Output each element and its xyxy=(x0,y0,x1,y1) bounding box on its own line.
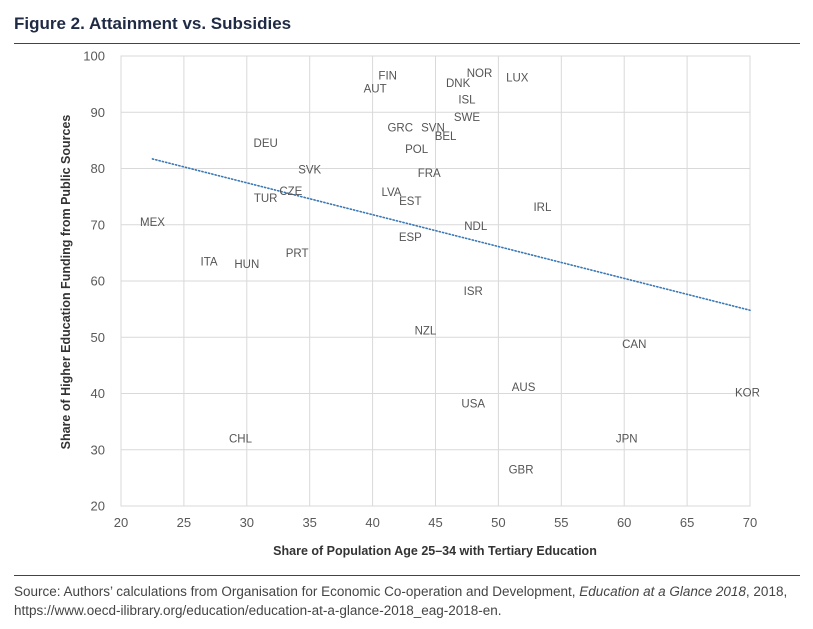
top-rule xyxy=(14,43,800,44)
y-tick-label: 60 xyxy=(91,274,105,289)
point-label-isr: ISR xyxy=(464,286,483,298)
x-tick-label: 25 xyxy=(177,515,191,530)
point-label-lux: LUX xyxy=(506,72,529,84)
point-label-ndl: NDL xyxy=(464,221,488,233)
point-label-fra: FRA xyxy=(418,168,441,180)
x-tick-label: 70 xyxy=(743,515,757,530)
grid-lines xyxy=(120,55,751,507)
point-label-grc: GRC xyxy=(387,122,413,134)
point-label-gbr: GBR xyxy=(509,464,534,476)
x-tick-label: 45 xyxy=(428,515,442,530)
x-tick-label: 30 xyxy=(240,515,254,530)
trendline-layer xyxy=(151,158,751,312)
point-label-isl: ISL xyxy=(458,94,476,106)
point-label-cze: CZE xyxy=(279,186,302,198)
point-label-nzl: NZL xyxy=(415,326,437,338)
x-axis-label: Share of Population Age 25–34 with Terti… xyxy=(273,544,597,558)
x-tick-label: 65 xyxy=(680,515,694,530)
y-tick-label: 40 xyxy=(91,386,105,401)
point-label-swe: SWE xyxy=(454,112,481,124)
point-label-ita: ITA xyxy=(201,256,218,268)
source-suffix: , 2018, xyxy=(745,584,788,599)
point-label-usa: USA xyxy=(461,399,485,411)
point-label-hun: HUN xyxy=(234,259,259,271)
x-tick-label: 50 xyxy=(491,515,505,530)
y-tick-label: 80 xyxy=(91,161,105,176)
x-axis-ticks: 20 25 30 35 40 45 50 55 60 65 70 xyxy=(114,515,757,530)
figure-title: Figure 2. Attainment vs. Subsidies xyxy=(14,14,292,33)
point-label-mex: MEX xyxy=(140,217,165,229)
point-label-can: CAN xyxy=(622,339,646,351)
source-note: Source: Authors’ calculations from Organ… xyxy=(14,582,804,620)
bottom-rule xyxy=(14,575,800,576)
point-label-bel: BEL xyxy=(435,131,457,143)
point-label-est: EST xyxy=(399,196,421,208)
source-prefix: Source: Authors’ calculations from Organ… xyxy=(14,584,580,599)
y-tick-label: 100 xyxy=(83,49,105,64)
y-tick-label: 30 xyxy=(91,442,105,457)
source-publication-title: Education at a Glance 2018 xyxy=(579,584,746,599)
point-label-kor: KOR xyxy=(735,387,760,399)
y-tick-label: 90 xyxy=(91,105,105,120)
point-label-esp: ESP xyxy=(399,232,422,244)
point-label-lva: LVA xyxy=(381,187,401,199)
point-label-aut: AUT xyxy=(364,84,387,96)
point-label-tur: TUR xyxy=(254,193,278,205)
point-label-chl: CHL xyxy=(229,434,253,446)
point-label-jpn: JPN xyxy=(616,434,638,446)
x-tick-label: 40 xyxy=(365,515,379,530)
point-label-fin: FIN xyxy=(378,71,397,83)
point-label-nor: NOR xyxy=(467,68,493,80)
point-label-svk: SVK xyxy=(298,165,321,177)
point-label-irl: IRL xyxy=(533,202,552,214)
x-tick-label: 35 xyxy=(302,515,316,530)
y-tick-label: 70 xyxy=(91,217,105,232)
point-label-prt: PRT xyxy=(286,248,309,260)
point-label-pol: POL xyxy=(405,144,429,156)
point-label-dnk: DNK xyxy=(446,78,471,90)
x-tick-label: 60 xyxy=(617,515,631,530)
scatter-chart: 20 25 30 35 40 45 50 55 60 65 70 20 30 40 50 60 70 80 90 1… xyxy=(59,49,760,559)
point-label-deu: DEU xyxy=(254,138,278,150)
trendline xyxy=(151,158,751,312)
y-axis-label: Share of Higher Education Funding from P… xyxy=(59,115,73,450)
source-url: https://www.oecd-ilibrary.org/education/… xyxy=(14,603,502,618)
y-tick-label: 50 xyxy=(91,330,105,345)
y-tick-label: 20 xyxy=(91,499,105,514)
point-label-svn: SVN xyxy=(421,122,445,134)
y-axis-ticks: 20 30 40 50 60 70 80 90 100 xyxy=(83,49,105,514)
x-tick-label: 20 xyxy=(114,515,128,530)
point-label-aus: AUS xyxy=(512,382,536,394)
x-tick-label: 55 xyxy=(554,515,568,530)
